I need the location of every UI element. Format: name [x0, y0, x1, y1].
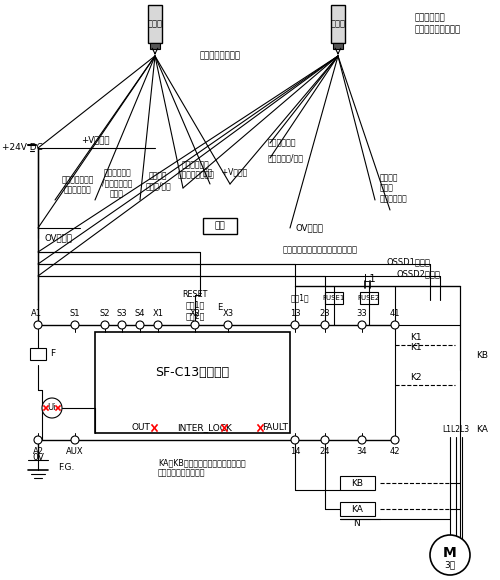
Text: E: E	[218, 303, 222, 313]
Bar	[150, 43, 160, 49]
Text: （注1）: （注1）	[290, 293, 310, 303]
Text: OV（青）: OV（青）	[295, 223, 323, 233]
Bar	[203, 218, 237, 234]
Text: OSSD2（白）: OSSD2（白）	[396, 270, 440, 278]
Circle shape	[136, 321, 144, 329]
Text: 投光停止入力
/リセット入力
（桃）: 投光停止入力 /リセット入力 （桃）	[102, 168, 132, 198]
Bar	[30, 348, 46, 360]
Text: X1: X1	[152, 310, 164, 318]
Text: 14: 14	[290, 447, 300, 455]
Text: 13: 13	[290, 310, 300, 318]
Circle shape	[358, 436, 366, 444]
Text: AUX: AUX	[66, 447, 84, 455]
Text: 投光器: 投光器	[148, 20, 162, 28]
Circle shape	[224, 321, 232, 329]
Text: 42: 42	[390, 447, 400, 455]
Text: 負荷: 負荷	[214, 222, 226, 230]
Text: 23: 23	[320, 310, 330, 318]
Circle shape	[101, 321, 109, 329]
Circle shape	[34, 321, 42, 329]
Text: F.G.: F.G.	[58, 463, 74, 473]
Text: OSSD1（黒）: OSSD1（黒）	[386, 258, 430, 266]
Text: KB: KB	[476, 350, 488, 360]
Text: KA: KA	[476, 426, 488, 434]
Circle shape	[321, 321, 329, 329]
Bar	[95, 332, 290, 433]
Text: K1: K1	[410, 332, 422, 342]
Text: M: M	[443, 546, 457, 560]
Bar	[148, 5, 162, 43]
Text: 出力極性設定線
（シールド）: 出力極性設定線 （シールド）	[62, 175, 94, 195]
Text: X2: X2	[190, 310, 200, 318]
Circle shape	[71, 436, 79, 444]
Text: FUSE1: FUSE1	[323, 295, 345, 301]
Bar	[340, 476, 375, 490]
Text: SF-C13制御回路: SF-C13制御回路	[156, 366, 230, 379]
Text: KA、KB：強制ガイド式リレーまたは
マグネットコンタクタ: KA、KB：強制ガイド式リレーまたは マグネットコンタクタ	[158, 458, 246, 478]
Text: 外部デバイスモニタ入力（黄緑）: 外部デバイスモニタ入力（黄緑）	[283, 245, 358, 255]
Circle shape	[391, 436, 399, 444]
Circle shape	[71, 321, 79, 329]
Text: RESET
（注1）
（注2）: RESET （注1） （注2）	[182, 290, 208, 320]
Text: K1: K1	[410, 343, 422, 353]
Text: X3: X3	[222, 310, 234, 318]
Text: S2: S2	[100, 310, 110, 318]
Text: K2: K2	[410, 372, 422, 382]
Text: 3～: 3～	[444, 560, 456, 570]
Bar	[325, 292, 343, 304]
Text: N: N	[354, 519, 360, 527]
Text: S3: S3	[116, 310, 128, 318]
Text: 41: 41	[390, 310, 400, 318]
Text: 同期－（橙/黒）: 同期－（橙/黒）	[268, 154, 304, 162]
Text: F: F	[50, 350, 55, 358]
Text: 受光器: 受光器	[330, 20, 345, 28]
Text: 開放    +V（茶）: 開放 +V（茶）	[203, 168, 247, 176]
Text: FUSE2: FUSE2	[358, 295, 380, 301]
Text: S4: S4	[135, 310, 145, 318]
Text: 0V: 0V	[32, 454, 44, 462]
Text: 24: 24	[320, 447, 330, 455]
Bar	[340, 502, 375, 516]
Circle shape	[118, 321, 126, 329]
Text: Ui: Ui	[48, 404, 56, 412]
Text: ケーブル色：: ケーブル色：	[415, 13, 446, 23]
Circle shape	[291, 436, 299, 444]
Text: 34: 34	[356, 447, 368, 455]
Text: A2: A2	[32, 447, 44, 455]
Text: KA: KA	[351, 505, 363, 513]
Circle shape	[34, 436, 42, 444]
Text: L1: L1	[364, 274, 376, 284]
Text: L1L2L3: L1L2L3	[442, 426, 469, 434]
Text: INTER_LOCK: INTER_LOCK	[178, 423, 233, 433]
Text: 同期＋（橙）: 同期＋（橙）	[268, 139, 296, 147]
Circle shape	[154, 321, 162, 329]
Bar	[360, 292, 378, 304]
Text: KB: KB	[351, 478, 363, 488]
Text: ケーブル色：灰色: ケーブル色：灰色	[200, 52, 240, 60]
Circle shape	[291, 321, 299, 329]
Circle shape	[430, 535, 470, 575]
Bar	[331, 5, 345, 43]
Text: +V（茶）: +V（茶）	[81, 136, 109, 144]
Text: OUT: OUT	[131, 423, 150, 433]
Circle shape	[321, 436, 329, 444]
Text: +24V DC: +24V DC	[2, 143, 43, 153]
Circle shape	[191, 321, 199, 329]
Text: S1: S1	[70, 310, 80, 318]
Text: A1: A1	[30, 310, 42, 318]
Text: FAULT: FAULT	[262, 423, 288, 433]
Circle shape	[42, 398, 62, 418]
Text: 補助出力
（黄緑/黒）: 補助出力 （黄緑/黒）	[145, 171, 171, 191]
Circle shape	[358, 321, 366, 329]
Text: 33: 33	[356, 310, 368, 318]
Text: 灰色（黒ライン入）: 灰色（黒ライン入）	[415, 26, 461, 34]
Bar	[333, 43, 343, 49]
Text: 出力極性
設定線
（シールド）: 出力極性 設定線 （シールド）	[380, 173, 408, 203]
Circle shape	[391, 321, 399, 329]
Text: OV（青）: OV（青）	[44, 234, 72, 242]
Text: インタロック
設定入力（薄紫）: インタロック 設定入力（薄紫）	[178, 160, 214, 180]
